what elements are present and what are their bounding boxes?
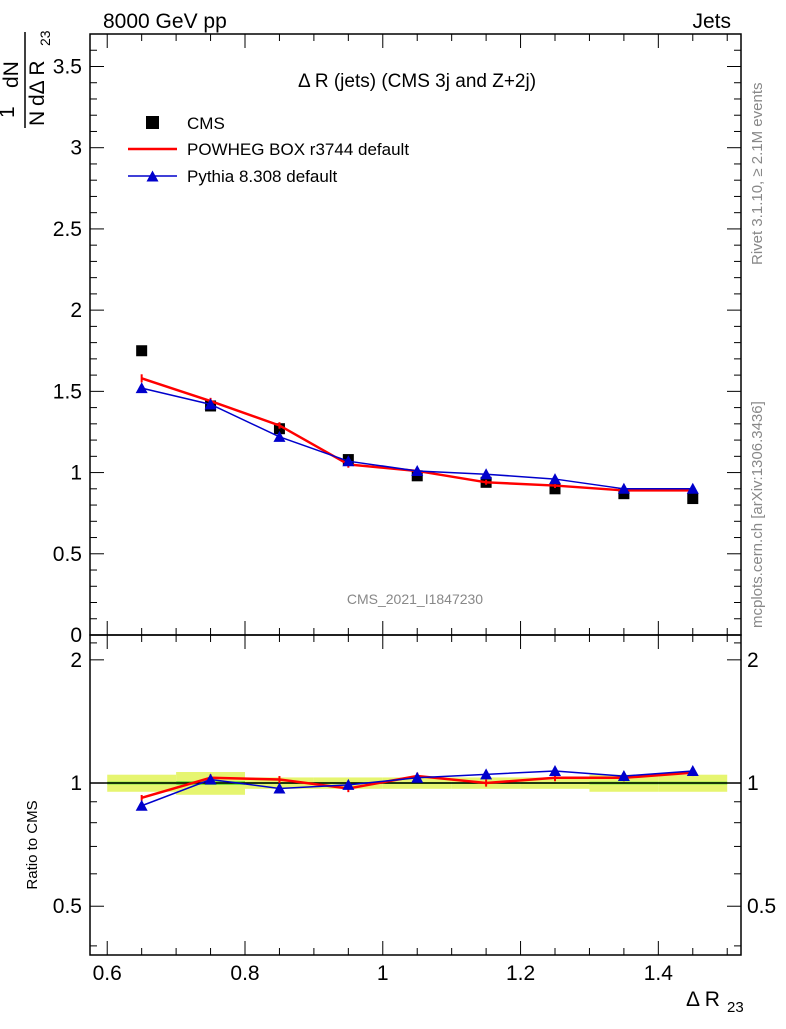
pythia-marker	[411, 464, 424, 476]
pythia-marker	[273, 430, 286, 442]
ratio-ytick-label: 0.5	[53, 895, 82, 918]
ratio-ytick-label: 1	[70, 772, 82, 795]
main-ytick-label: 1	[70, 462, 82, 485]
ylabel-d: dΔ R	[26, 60, 49, 106]
ratio-xtick-label: 1.2	[506, 962, 535, 985]
ratio-xtick-label: 1.4	[644, 962, 674, 985]
ylabel-dn: dN	[0, 61, 23, 88]
ratio-xtick-label: 1	[377, 962, 389, 985]
legend-marker-pythia	[146, 170, 159, 182]
ratio-ylabel: Ratio to CMS	[24, 800, 41, 889]
mcplots-text: mcplots.cern.ch [arXiv:1306.3436]	[749, 401, 766, 628]
ratio-pythia-marker	[135, 799, 148, 811]
pythia-marker	[480, 468, 493, 480]
pythia-marker	[204, 398, 217, 410]
main-ytick-label: 3	[70, 137, 82, 160]
ratio-pythia-marker	[617, 770, 630, 782]
ratio-pythia-marker	[549, 765, 561, 777]
cms-data-point	[687, 493, 699, 505]
main-ytick-label: 2	[70, 299, 82, 322]
ratio-frame	[89, 634, 742, 956]
pythia-marker	[549, 473, 561, 485]
legend-label-cms: CMS	[187, 114, 225, 133]
pythia-marker	[135, 382, 148, 394]
ylabel-sub: 23	[37, 30, 53, 46]
analysis-watermark: CMS_2021_I1847230	[347, 591, 483, 607]
header-right: Jets	[692, 10, 731, 33]
cms-data-point	[549, 483, 561, 495]
xlabel-sub: 23	[727, 999, 744, 1016]
main-ytick-label: 0	[70, 624, 82, 647]
ratio-xtick-label: 0.6	[93, 962, 122, 985]
ratio-pythia-marker	[342, 778, 355, 790]
legend: CMS POWHEG BOX r3744 default Pythia 8.30…	[128, 114, 409, 186]
main-ytick-label: 0.5	[53, 543, 82, 566]
ratio-pythia-marker	[480, 768, 493, 780]
ratio-ytick-label-right: 2	[747, 649, 759, 672]
pythia-marker	[342, 455, 355, 467]
main-ytick-label: 2.5	[53, 218, 82, 241]
ratio-xtick-label: 0.8	[230, 962, 259, 985]
chart-title: Δ R (jets) (CMS 3j and Z+2j)	[298, 71, 536, 92]
pythia-marker	[686, 482, 699, 494]
xlabel-main: Δ R	[686, 988, 720, 1011]
ratio-ytick-label-right: 0.5	[747, 895, 776, 918]
ratio-pythia-marker	[411, 771, 424, 783]
legend-label-powheg: POWHEG BOX r3744 default	[187, 140, 409, 159]
main-ytick-label: 3.5	[53, 55, 82, 78]
ratio-pythia-marker	[204, 773, 217, 785]
ylabel-n: N	[26, 111, 49, 126]
legend-marker-cms	[146, 116, 159, 129]
main-ytick-label: 1.5	[53, 380, 82, 403]
ratio-pythia-marker	[273, 782, 286, 794]
xlabel: Δ R 23	[686, 988, 744, 1016]
legend-label-pythia: Pythia 8.308 default	[187, 167, 338, 186]
ratio-panel: 0.6 0.8 1 1.2 1.4 0.5 0.5 1 1 2 2	[53, 634, 776, 985]
ratio-ytick-label-right: 1	[747, 772, 759, 795]
header-left: 8000 GeV pp	[103, 10, 227, 33]
ylabel-one: 1	[0, 106, 19, 118]
rivet-version-text: Rivet 3.1.10, ≥ 2.1M events	[749, 83, 766, 266]
cms-data-point	[136, 345, 148, 357]
ratio-pythia-marker	[686, 765, 699, 777]
main-ylabel: 1 N dN dΔ R 23	[0, 30, 53, 128]
ratio-ytick-label: 2	[70, 649, 82, 672]
pythia-marker	[617, 482, 630, 494]
